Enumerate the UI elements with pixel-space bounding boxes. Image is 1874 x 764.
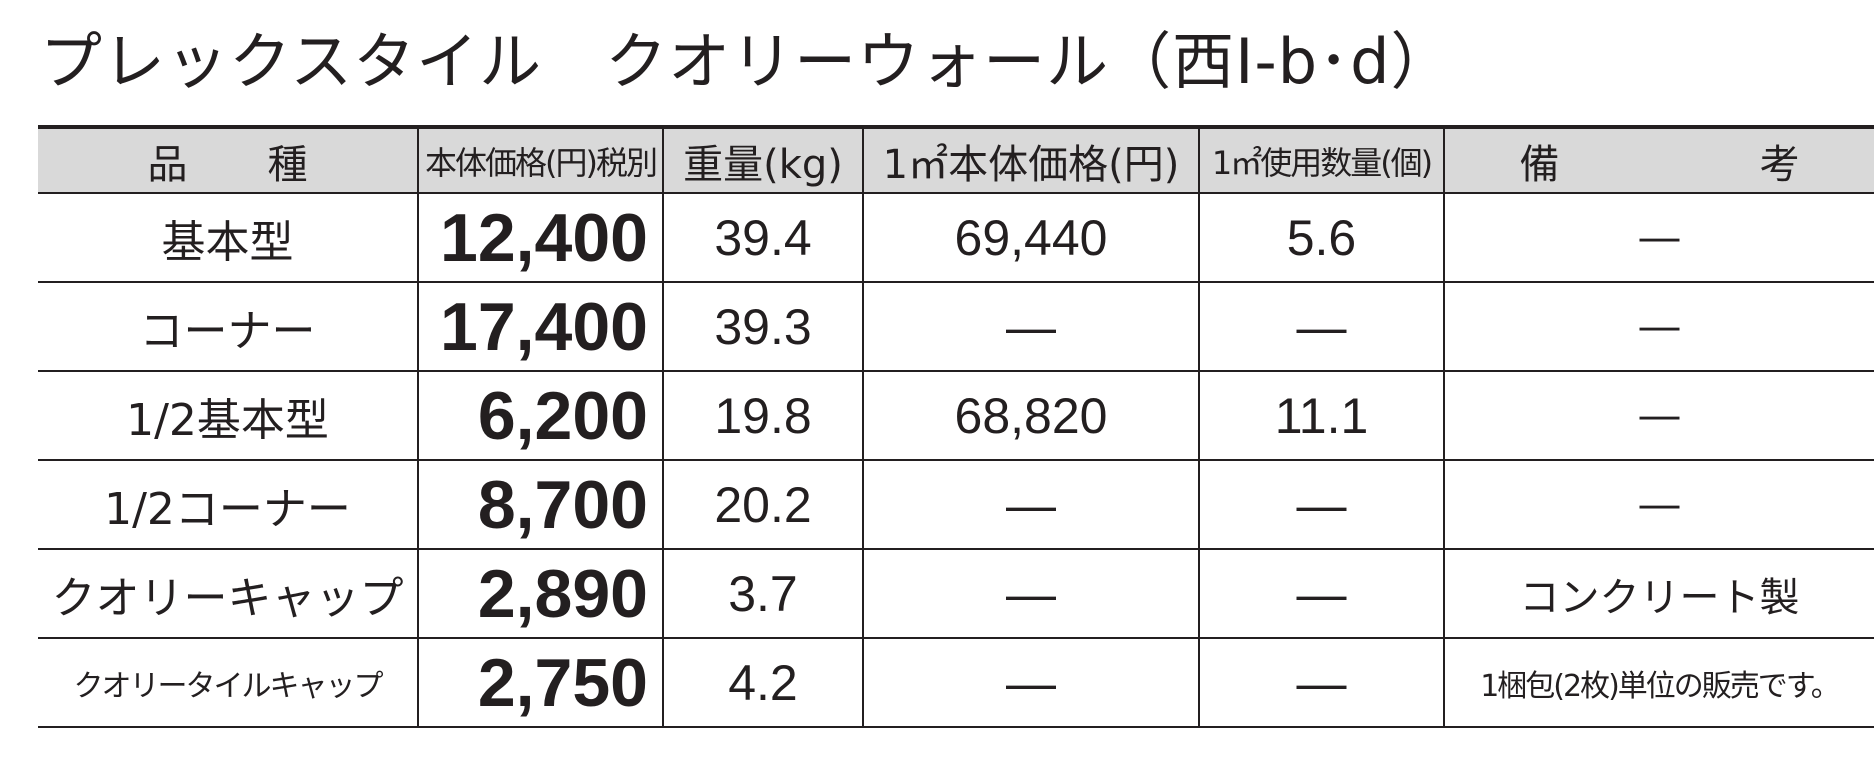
product-name: コーナー [139,305,316,357]
table-cell: 1梱包(2枚)単位の販売です。 [1443,638,1874,727]
price-cell: 2,890 [417,549,663,638]
price-cell: 8,700 [417,460,663,549]
table-row: 1/2基本型 6,200 19.8 68,820 11.1 ― [38,371,1874,460]
product-name: 1/2基本型 [126,394,329,446]
price-cell: 12,400 [417,193,663,282]
table-row: クオリータイルキャップ 2,750 4.2 ― ― 1梱包(2枚)単位の販売です。 [38,638,1874,727]
price-cell: 2,750 [417,638,663,727]
price-table: 品 種本体価格(円)税別 重量(kg) 1㎡本体価格(円) 1㎡使用数量(個) 備 考 … [38,125,1874,728]
product-name: クオリータイルキャップ [73,668,384,704]
table-cell: 4.2 [662,638,863,727]
page-title: プレックスタイル クオリーウォール（西Ⅰ-b･d） [40,25,1454,98]
table-row: 1/2コーナー 8,700 20.2 ― ― ― [38,460,1874,549]
table-header: 品 種 本体価格(円)税別 重量(kg) 1㎡本体価格(円) 1㎡使用数量(個) 備 考 [38,127,1874,193]
table-cell: 11.1 [1198,371,1444,460]
table-cell: ― [1198,549,1444,638]
table-cell: ― [1443,282,1874,371]
price-cell: 17,400 [417,282,663,371]
header-cell: 1㎡使用数量(個) [1198,127,1444,193]
header-row: 品 種 本体価格(円)税別 重量(kg) 1㎡本体価格(円) 1㎡使用数量(個) 備 考 [38,127,1874,193]
header-cell: 本体価格(円)税別 [417,127,663,193]
table-cell: 20.2 [662,460,863,549]
table-cell: 19.8 [662,371,863,460]
table-cell: ― [1443,193,1874,282]
table-cell: ― [862,638,1199,727]
table-cell: 5.6 [1198,193,1444,282]
table-cell: 68,820 [862,371,1199,460]
table-cell: コンクリート製 [1443,549,1874,638]
table-row: 基本型 12,400 39.4 69,440 5.6 ― [38,193,1874,282]
table-body: 基本型 12,400 39.4 69,440 5.6 ― コーナー 17,400 39.3 ― ― ―… [38,193,1874,727]
table-cell: ― [1443,460,1874,549]
table-cell: ― [1198,282,1444,371]
table-cell: ― [1198,638,1444,727]
table-cell: 39.3 [662,282,863,371]
table-cell: ― [1198,460,1444,549]
header-cell: 備 考 [1443,127,1874,193]
header-cell: 重量(kg) [662,127,863,193]
table-cell: 39.4 [662,193,863,282]
table-cell: 69,440 [862,193,1199,282]
table-row: クオリーキャップ 2,890 3.7 ― ― コンクリート製 [38,549,1874,638]
product-name: クオリーキャップ [51,572,404,624]
table-row: コーナー 17,400 39.3 ― ― ― [38,282,1874,371]
header-cell: 品 種 [147,141,308,188]
table-cell: ― [862,460,1199,549]
header-cell: 1㎡本体価格(円) [862,127,1199,193]
price-cell: 6,200 [417,371,663,460]
product-name: 1/2コーナー [104,483,351,535]
table-cell: ― [862,549,1199,638]
table-cell: ― [1443,371,1874,460]
product-name: 基本型 [161,216,294,268]
table-cell: ― [862,282,1199,371]
table-cell: 3.7 [662,549,863,638]
